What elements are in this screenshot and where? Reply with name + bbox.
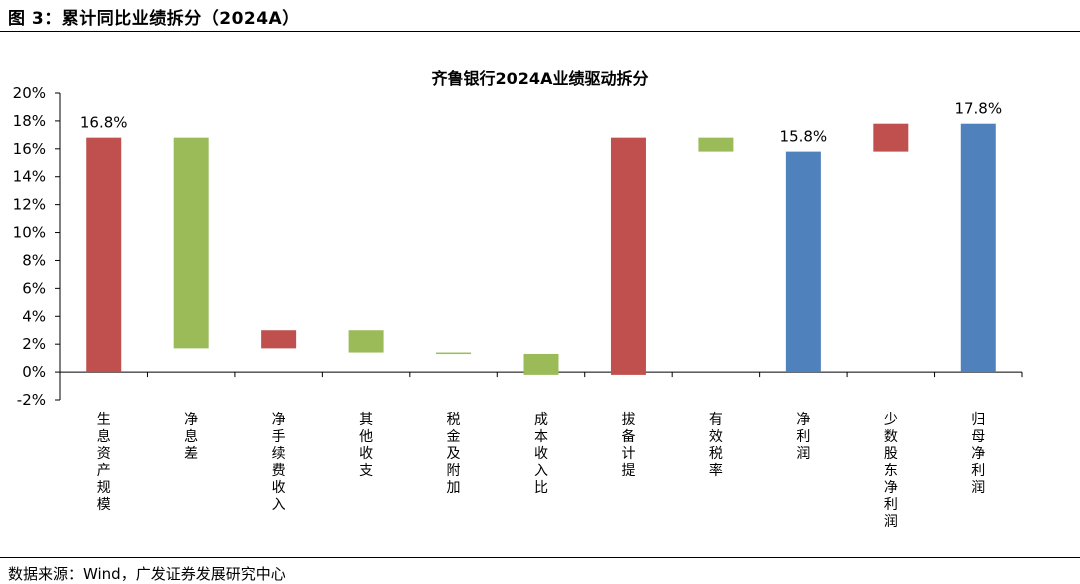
bar-9 <box>785 151 821 373</box>
category-label: 有效税率 <box>709 412 723 479</box>
category-label: 净息差 <box>184 412 198 462</box>
y-tick-label: 18% <box>13 112 46 130</box>
category-label: 归母净利润 <box>971 411 985 496</box>
waterfall-chart: 齐鲁银行2024A业绩驱动拆分 -2% 0% 2% 4% 6% 8% 10% 12% 14% 16… <box>13 69 1023 530</box>
category-label: 净利润 <box>796 412 810 462</box>
y-tick-label: 8% <box>22 251 46 269</box>
bar-7 <box>610 137 646 375</box>
category-label: 其他收支 <box>359 412 373 479</box>
y-tick-label: 10% <box>13 224 46 242</box>
bar-2 <box>173 137 209 349</box>
bar-8 <box>698 137 734 152</box>
y-tick-label: 0% <box>22 363 46 381</box>
bar-6 <box>523 353 559 375</box>
source-note: 数据来源：Wind，广发证券发展研究中心 <box>8 565 286 583</box>
bar-3 <box>261 330 297 349</box>
data-label: 17.8% <box>954 100 1002 118</box>
data-labels: 16.8% 15.8% 17.8% <box>80 100 1002 146</box>
y-tick-label: 12% <box>13 196 46 214</box>
y-tick-label: 2% <box>22 335 46 353</box>
bar-11 <box>960 123 996 373</box>
y-tick-label: -2% <box>17 391 46 409</box>
y-tick-label: 4% <box>22 307 46 325</box>
data-label: 16.8% <box>80 114 128 132</box>
top-rule <box>0 31 1080 32</box>
bar-10 <box>873 123 909 152</box>
category-label: 成本收入比 <box>534 412 548 496</box>
bar-4 <box>348 330 384 353</box>
bar-5 <box>436 352 472 355</box>
category-label: 净手续费收入 <box>272 412 286 513</box>
bottom-rule <box>0 557 1080 558</box>
category-labels: 生息资产规模 净息差 净手续费收入 其他收支 税金及附加 成本收入比 拔备计提 有效税率 净利润… <box>97 411 986 530</box>
y-tick-label: 6% <box>22 279 46 297</box>
category-label: 少数股东净利润 <box>884 412 898 530</box>
category-label: 生息资产规模 <box>97 412 111 513</box>
y-tick-label: 14% <box>13 168 46 186</box>
y-tick-label: 20% <box>13 84 46 102</box>
figure-header: 图 3：累计同比业绩拆分（2024A） <box>8 9 300 29</box>
y-axis: -2% 0% 2% 4% 6% 8% 10% 12% 14% 16% 18% 20% <box>13 84 61 409</box>
category-label: 税金及附加 <box>447 412 461 496</box>
bar-1 <box>86 137 122 373</box>
category-label: 拔备计提 <box>621 412 635 479</box>
bars <box>86 123 996 375</box>
chart-title: 齐鲁银行2024A业绩驱动拆分 <box>432 69 649 88</box>
data-label: 15.8% <box>780 128 828 146</box>
y-tick-label: 16% <box>13 140 46 158</box>
